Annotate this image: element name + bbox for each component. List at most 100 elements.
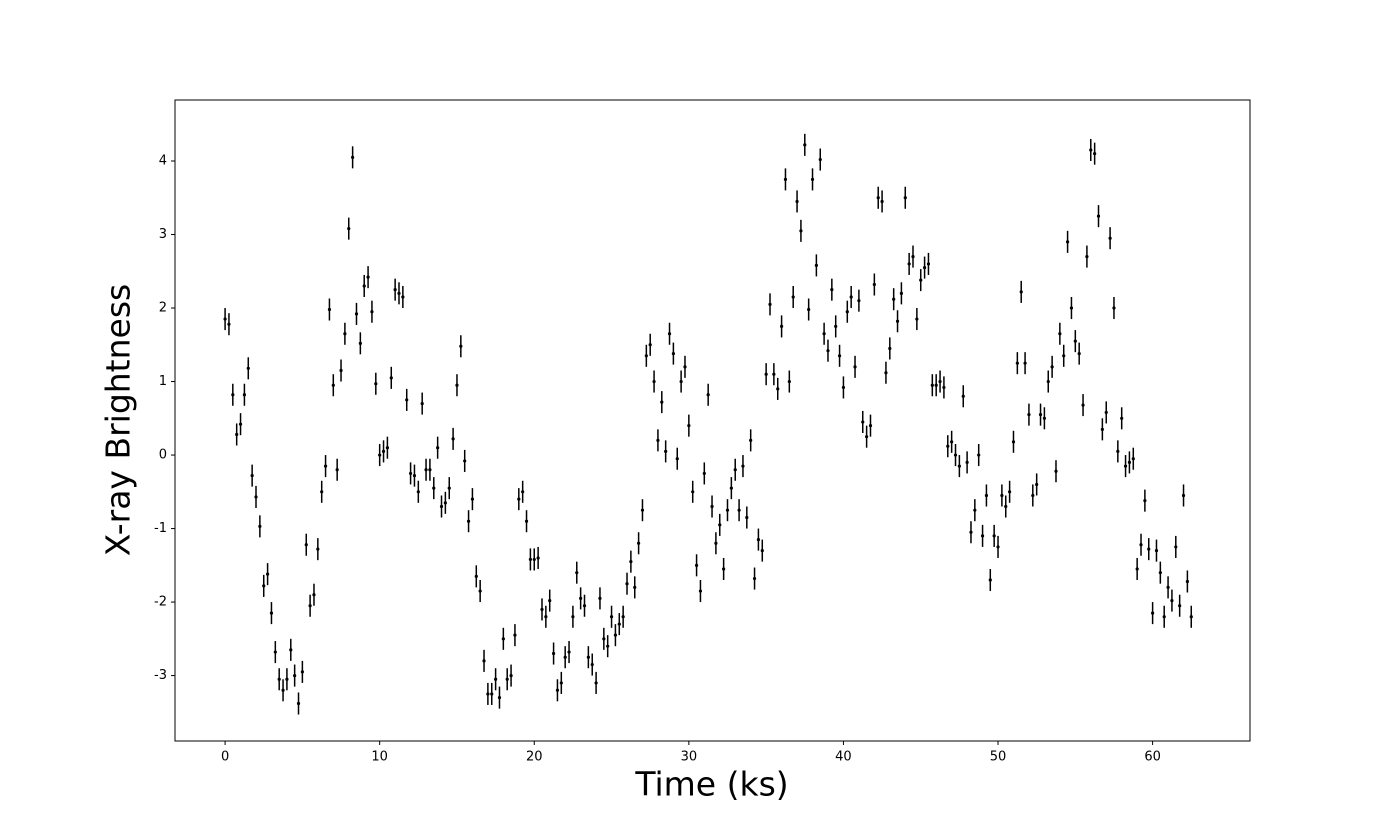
data-point [401,295,405,299]
y-tick-label: 2 [159,301,167,316]
data-point [331,383,335,387]
data-point [1015,361,1019,365]
data-point [660,400,664,404]
data-point [1027,413,1031,417]
data-point [1147,547,1151,551]
data-point [749,438,753,442]
data-point [849,295,853,299]
data-point [524,519,529,523]
data-point [1065,240,1070,244]
data-point [428,468,432,472]
data-point [327,307,332,312]
x-tick-label: 0 [221,750,229,765]
data-point [752,576,757,581]
data-point [706,393,710,397]
data-point [1143,499,1147,503]
data-point [339,368,343,373]
data-point [246,366,250,370]
data-point [1008,490,1012,494]
data-point [899,291,904,295]
data-point [1023,361,1027,365]
data-point [861,420,865,424]
data-point [621,615,625,619]
data-point [602,637,606,641]
data-point [667,332,672,336]
data-point [405,398,409,402]
data-point [235,432,239,437]
data-point [637,541,641,545]
data-point [903,196,907,200]
data-point [1189,615,1193,619]
plot-frame [174,99,1251,742]
data-point [347,227,351,231]
data-point [1038,413,1043,417]
data-point [351,155,355,159]
data-point [803,143,807,147]
data-point [536,556,540,560]
data-point [760,549,764,553]
data-point [942,385,946,390]
data-point [1170,598,1174,603]
data-point [366,275,370,279]
data-point [733,468,737,472]
data-point [1077,352,1081,356]
data-point [640,508,645,512]
data-point [304,543,308,547]
data-point [714,541,718,545]
data-point [1096,214,1101,218]
data-point [389,376,393,380]
data-point [231,393,235,397]
data-point [1062,354,1066,358]
data-point [548,598,552,603]
data-point [269,611,274,615]
data-point [729,486,733,490]
data-point [892,297,896,301]
data-point [374,382,378,386]
data-point [354,312,359,316]
data-point [807,307,811,312]
data-point [242,393,247,397]
data-point [598,596,602,600]
data-point [509,673,513,678]
data-point [393,288,397,292]
data-point [590,662,594,667]
data-point [308,604,312,608]
data-point [571,615,575,619]
data-point [922,266,927,270]
data-point [1120,416,1124,420]
data-point [567,650,571,654]
data-point [555,688,560,692]
data-point [830,288,834,292]
data-point [370,310,374,314]
x-tick-label: 20 [526,750,543,765]
data-point [1123,464,1128,468]
data-point [482,659,486,663]
y-axis-label: X-ray Brightness [99,284,138,556]
x-tick-label: 60 [1144,750,1161,765]
data-point [1104,410,1108,415]
data-point [1158,571,1162,575]
data-point [741,464,745,468]
data-point [540,607,544,612]
data-point [737,508,741,512]
data-point [443,501,447,505]
data-point [478,589,482,593]
data-point [1000,493,1004,498]
data-point [1031,493,1035,498]
data-point [776,387,780,391]
data-point [841,385,846,390]
data-point [791,295,795,299]
data-point [818,157,822,162]
data-point [687,424,691,428]
data-point [463,459,467,463]
data-point [501,637,505,641]
x-tick-label: 10 [371,750,388,765]
data-point [780,324,784,329]
data-point [424,468,428,472]
data-point [984,493,989,498]
data-point [385,446,390,450]
data-point [528,557,532,562]
data-point [1069,306,1074,310]
data-point [238,422,243,426]
data-point [312,593,316,597]
